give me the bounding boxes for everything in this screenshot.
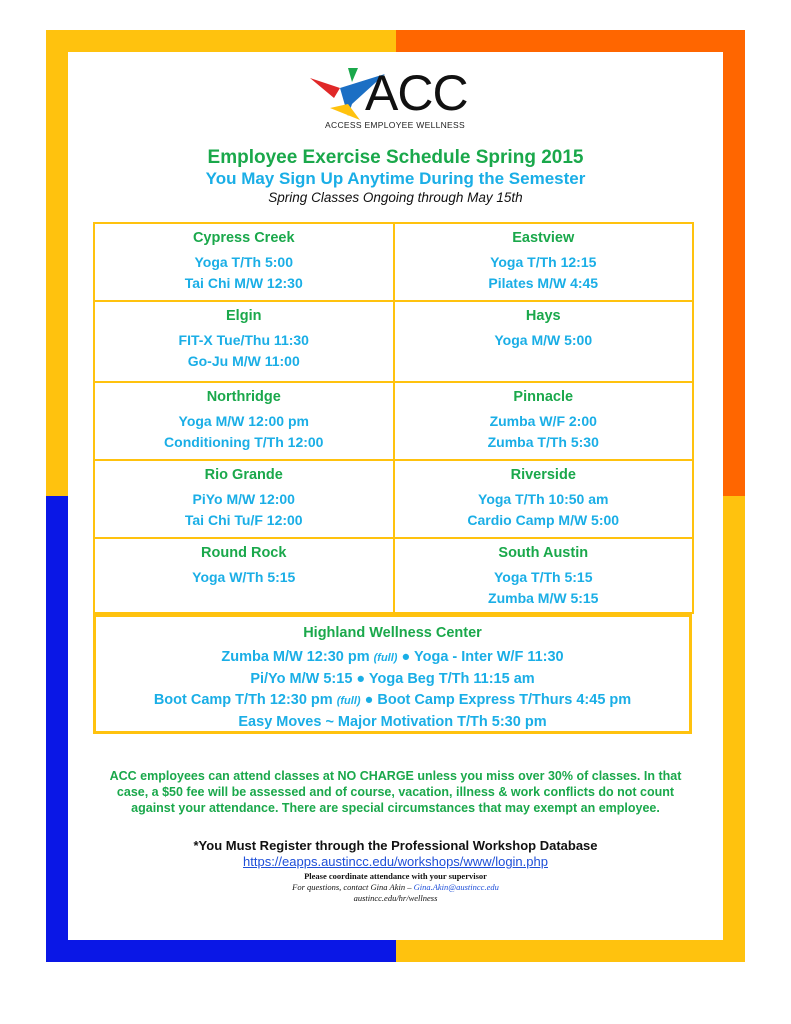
class-line: PiYo M/W 12:00 <box>192 491 295 507</box>
location-cell: Round Rock Yoga W/Th 5:15 <box>93 537 395 614</box>
register-link[interactable]: https://eapps.austincc.edu/workshops/www… <box>243 854 548 869</box>
table-row: Northridge Yoga M/W 12:00 pm Conditioning … <box>93 381 694 461</box>
page-subtitle: You May Sign Up Anytime During the Semes… <box>205 169 586 188</box>
class-text: ● Boot Camp Express T/Thurs 4:45 pm <box>360 692 632 708</box>
class-line: Conditioning T/Th 12:00 <box>164 434 324 450</box>
location-cell: Rio Grande PiYo M/W 12:00 Tai Chi Tu/F 12:… <box>93 459 395 539</box>
logo-text: ACC <box>365 65 469 121</box>
ongoing-note: Spring Classes Ongoing through May 15th <box>268 190 523 205</box>
contact-text: For questions, contact Gina Akin – <box>292 882 414 892</box>
logo-subtitle: ACCESS EMPLOYEE WELLNESS <box>325 120 465 130</box>
border-yellow-right <box>723 496 745 962</box>
location-name: Eastview <box>512 230 575 246</box>
location-name: Elgin <box>226 308 262 324</box>
contact-line: For questions, contact Gina Akin – Gina.… <box>68 882 723 892</box>
class-line: Zumba M/W 12:30 pm (full) ● Yoga - Inter… <box>96 647 689 669</box>
location-name: Northridge <box>206 389 281 405</box>
table-row: Round Rock Yoga W/Th 5:15 South Austin Yoga… <box>93 537 694 614</box>
location-name: Hays <box>525 308 561 324</box>
location-cell: Eastview Yoga T/Th 12:15 Pilates M/W 4:45 <box>392 222 694 302</box>
class-line: Pilates M/W 4:45 <box>488 275 599 291</box>
website-text: austincc.edu/hr/wellness <box>353 893 438 903</box>
class-text: ● Yoga - Inter W/F 11:30 <box>397 649 564 665</box>
highland-box: Highland Wellness Center Zumba M/W 12:30… <box>93 614 692 734</box>
location-name: Riverside <box>510 467 576 483</box>
class-text: Zumba M/W 12:30 pm <box>221 649 374 665</box>
border-orange-right <box>723 30 745 496</box>
location-cell: Northridge Yoga M/W 12:00 pm Conditioning … <box>93 381 395 461</box>
class-line: Tai Chi Tu/F 12:00 <box>184 512 303 528</box>
table-row: Elgin FIT-X Tue/Thu 11:30 Go-Ju M/W 11:00 H… <box>93 300 694 383</box>
class-line: Yoga T/Th 12:15 <box>490 254 597 270</box>
border-yellow-bottom <box>396 940 745 962</box>
location-name: Round Rock <box>201 545 287 561</box>
coordinate-note: Please coordinate attendance with your s… <box>304 871 487 881</box>
location-name: Cypress Creek <box>192 230 295 246</box>
email-link[interactable]: Gina.Akin@austincc.edu <box>413 882 499 892</box>
class-line: Boot Camp T/Th 12:30 pm (full) ● Boot Ca… <box>96 690 689 712</box>
class-line: Zumba T/Th 5:30 <box>487 434 599 450</box>
full-label: (full) <box>373 652 398 664</box>
location-name: Pinnacle <box>513 389 574 405</box>
class-line: Easy Moves ~ Major Motivation T/Th 5:30 … <box>238 714 547 730</box>
location-cell: Cypress Creek Yoga T/Th 5:00 Tai Chi M/W 1… <box>93 222 395 302</box>
acc-star-logo-icon <box>310 68 385 120</box>
class-line: Yoga T/Th 5:00 <box>194 254 294 270</box>
register-note: *You Must Register through the Professio… <box>193 838 598 853</box>
border-yellow-top <box>46 30 396 52</box>
border-orange-top <box>396 30 745 52</box>
location-cell: Elgin FIT-X Tue/Thu 11:30 Go-Ju M/W 11:00 <box>93 300 395 383</box>
full-label: (full) <box>336 695 361 707</box>
table-row: Rio Grande PiYo M/W 12:00 Tai Chi Tu/F 12:… <box>93 459 694 539</box>
policy-text: ACC employees can attend classes at NO C… <box>109 769 682 815</box>
class-line: Yoga T/Th 10:50 am <box>478 491 609 507</box>
class-line: Yoga M/W 5:00 <box>494 332 593 348</box>
class-line: Cardio Camp M/W 5:00 <box>467 512 620 528</box>
location-name: South Austin <box>498 545 589 561</box>
location-cell: South Austin Yoga T/Th 5:15 Zumba M/W 5:15 <box>392 537 694 614</box>
class-line: Go-Ju M/W 11:00 <box>187 353 300 369</box>
location-name: Highland Wellness Center <box>303 625 482 641</box>
location-cell: Pinnacle Zumba W/F 2:00 Zumba T/Th 5:30 <box>392 381 694 461</box>
page-title: Employee Exercise Schedule Spring 2015 <box>207 147 584 168</box>
class-line: Yoga W/Th 5:15 <box>192 569 296 585</box>
class-line: Tai Chi M/W 12:30 <box>184 275 303 291</box>
location-name: Rio Grande <box>204 467 283 483</box>
class-line: Yoga M/W 12:00 pm <box>178 413 309 429</box>
class-line: FIT-X Tue/Thu 11:30 <box>178 332 309 348</box>
border-yellow-left <box>46 30 68 496</box>
location-cell: Hays Yoga M/W 5:00 <box>392 300 694 383</box>
class-line: Zumba M/W 5:15 <box>488 590 599 606</box>
border-blue-bottom <box>46 940 396 962</box>
border-blue-left <box>46 496 68 962</box>
class-text: Boot Camp T/Th 12:30 pm <box>153 692 337 708</box>
class-line: Pi/Yo M/W 5:15 ● Yoga Beg T/Th 11:15 am <box>250 671 535 687</box>
class-line: Yoga T/Th 5:15 <box>493 569 593 585</box>
schedule-table: Cypress Creek Yoga T/Th 5:00 Tai Chi M/W 1… <box>93 222 694 614</box>
class-line: Zumba W/F 2:00 <box>489 413 597 429</box>
table-row: Cypress Creek Yoga T/Th 5:00 Tai Chi M/W 1… <box>93 222 694 302</box>
location-cell: Riverside Yoga T/Th 10:50 am Cardio Camp M… <box>392 459 694 539</box>
